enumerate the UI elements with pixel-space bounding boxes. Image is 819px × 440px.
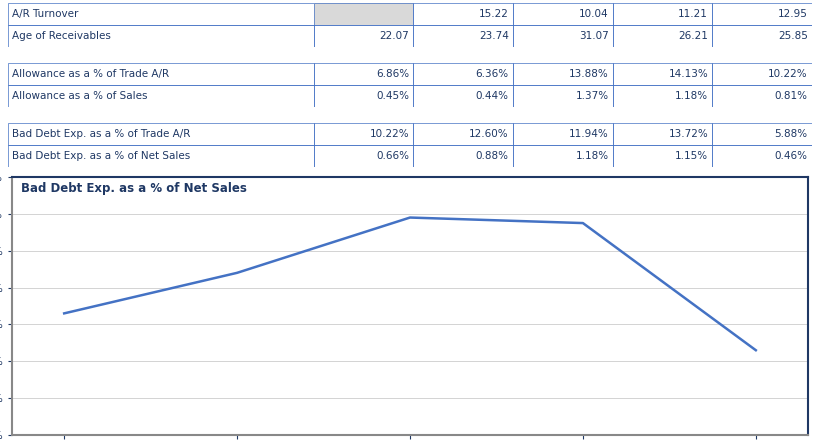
Text: 0.88%: 0.88% — [475, 151, 509, 161]
Text: Allowance as a % of Trade A/R: Allowance as a % of Trade A/R — [12, 69, 170, 79]
Text: 11.21: 11.21 — [677, 9, 708, 19]
Text: 10.22%: 10.22% — [767, 69, 807, 79]
Text: 22.07: 22.07 — [379, 31, 409, 41]
Text: 0.44%: 0.44% — [475, 91, 509, 101]
Text: Age of Receivables: Age of Receivables — [12, 31, 111, 41]
Text: 1.18%: 1.18% — [575, 151, 608, 161]
Text: 31.07: 31.07 — [578, 31, 608, 41]
Text: 0.46%: 0.46% — [774, 151, 807, 161]
Text: Bad Debt Exp. as a % of Net Sales: Bad Debt Exp. as a % of Net Sales — [12, 151, 190, 161]
Text: Allowance as a % of Sales: Allowance as a % of Sales — [12, 91, 147, 101]
Text: 6.36%: 6.36% — [475, 69, 509, 79]
Text: Bad Debt Exp. as a % of Net Sales: Bad Debt Exp. as a % of Net Sales — [21, 182, 247, 194]
Text: 0.45%: 0.45% — [376, 91, 409, 101]
Text: 10.04: 10.04 — [578, 9, 608, 19]
Text: A/R Turnover: A/R Turnover — [12, 9, 79, 19]
Text: 12.60%: 12.60% — [468, 129, 509, 139]
FancyBboxPatch shape — [313, 3, 413, 25]
Text: 13.72%: 13.72% — [667, 129, 708, 139]
Text: 0.81%: 0.81% — [774, 91, 807, 101]
Text: 6.86%: 6.86% — [376, 69, 409, 79]
Text: Bad Debt Exp. as a % of Trade A/R: Bad Debt Exp. as a % of Trade A/R — [12, 129, 190, 139]
Text: 0.66%: 0.66% — [376, 151, 409, 161]
Text: 12.95: 12.95 — [777, 9, 807, 19]
Text: 26.21: 26.21 — [677, 31, 708, 41]
Text: 11.94%: 11.94% — [568, 129, 608, 139]
Text: 1.18%: 1.18% — [674, 91, 708, 101]
Text: 14.13%: 14.13% — [667, 69, 708, 79]
Text: 23.74: 23.74 — [478, 31, 509, 41]
Text: 15.22: 15.22 — [478, 9, 509, 19]
Text: 5.88%: 5.88% — [774, 129, 807, 139]
Text: 13.88%: 13.88% — [568, 69, 608, 79]
Text: 10.22%: 10.22% — [369, 129, 409, 139]
Text: 25.85: 25.85 — [777, 31, 807, 41]
Text: 1.15%: 1.15% — [674, 151, 708, 161]
Text: 1.37%: 1.37% — [575, 91, 608, 101]
